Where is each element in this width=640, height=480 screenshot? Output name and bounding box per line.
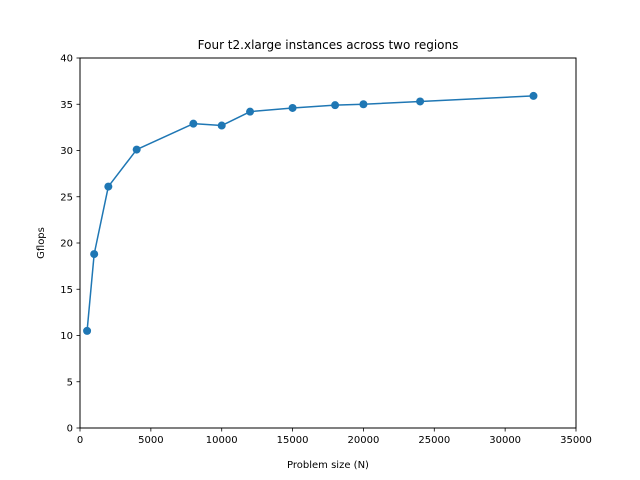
chart-title: Four t2.xlarge instances across two regi… (198, 38, 459, 52)
x-tick-label: 25000 (418, 435, 450, 446)
y-tick-label: 5 (67, 377, 73, 388)
y-axis: 0 5 10 15 20 25 30 35 40 (60, 54, 80, 435)
series-line (86, 95, 534, 331)
data-point (331, 101, 340, 110)
data-point (246, 107, 255, 116)
data-point (90, 250, 99, 259)
plot-frame (79, 57, 577, 429)
y-tick-label: 35 (60, 100, 73, 111)
data-point (359, 100, 368, 109)
data-point (189, 119, 198, 128)
series-layer (83, 91, 538, 335)
y-tick-label: 25 (60, 192, 73, 203)
x-axis: 0 5000 10000 15000 20000 25000 30000 35000 (77, 428, 592, 446)
y-tick-label: 10 (60, 331, 73, 342)
data-point (104, 182, 113, 191)
x-tick-label: 15000 (277, 435, 309, 446)
x-tick-label: 30000 (489, 435, 521, 446)
data-point (288, 103, 297, 112)
x-tick-label: 10000 (206, 435, 238, 446)
data-point (416, 97, 425, 106)
data-point (132, 145, 141, 154)
x-tick-label: 35000 (560, 435, 592, 446)
data-point (217, 121, 226, 130)
y-tick-label: 40 (60, 54, 73, 65)
x-tick-label: 5000 (138, 435, 163, 446)
x-axis-label: Problem size (N) (287, 460, 369, 471)
x-tick-label: 0 (77, 435, 83, 446)
data-point (529, 91, 538, 100)
y-tick-label: 30 (60, 146, 73, 157)
y-tick-label: 20 (60, 239, 73, 250)
y-tick-label: 15 (60, 285, 73, 296)
y-tick-label: 0 (67, 424, 73, 435)
data-point (83, 326, 92, 335)
x-tick-label: 20000 (348, 435, 380, 446)
y-axis-label: Gflops (36, 227, 47, 259)
